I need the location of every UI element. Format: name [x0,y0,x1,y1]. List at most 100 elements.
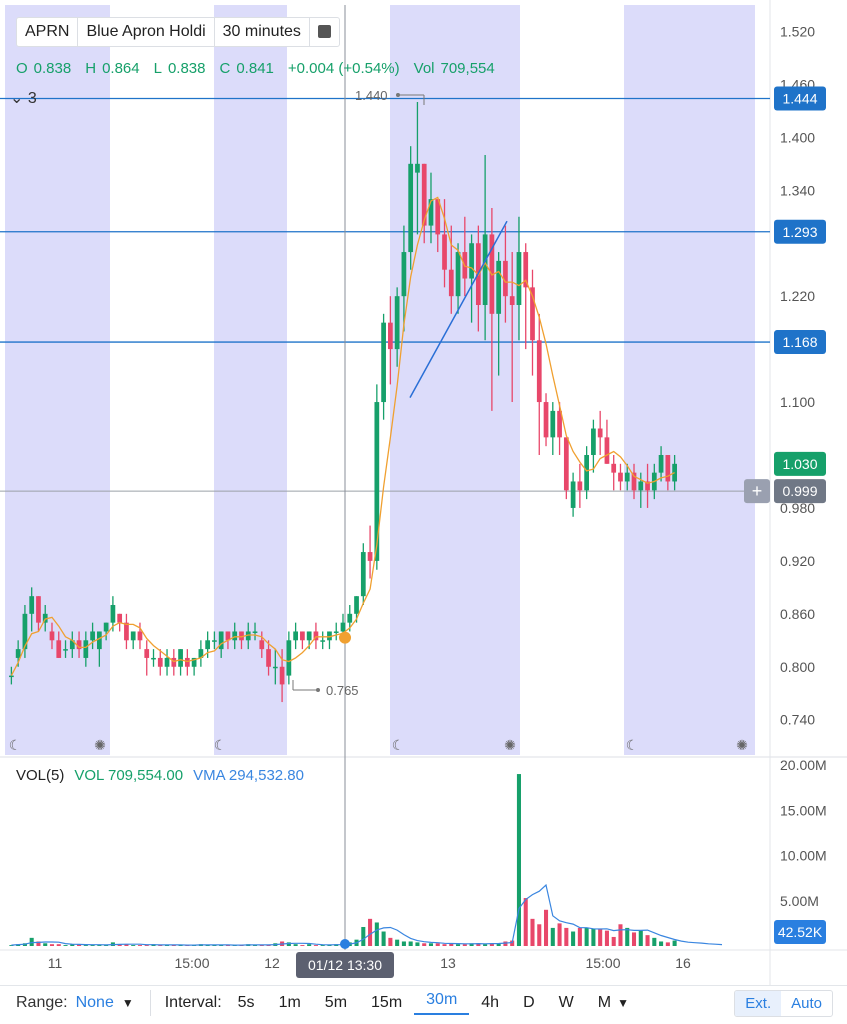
volume-indicator-label[interactable]: VOL(5) [16,767,65,784]
interval-option-5s[interactable]: 5s [237,994,255,1011]
price-chart[interactable]: ☾ ✺ ☾ ☾ ✺ ☾ ✺ 1.5201.4601.4001.3401.2201.1000.… [0,0,847,985]
menu-icon[interactable] [317,25,331,38]
candle-body [509,296,515,305]
price-tick-label: 1.340 [780,182,815,198]
candle-body [90,631,95,641]
interval-option-30m[interactable]: 30m [414,991,470,1015]
volume-bar [462,944,467,946]
bottom-toolbar: Range: None ▼ Interval: 5s 1m 5m 15m 30m 4h D W… [0,985,847,1020]
volume-bar [638,930,643,946]
volume-bar [469,943,474,946]
price-badge [774,219,826,244]
volume-bar [510,940,515,946]
candle-body [36,596,41,623]
volume-bar [137,945,142,946]
low-label: L [153,60,162,77]
candle-body [591,428,596,455]
high-annotation-dot [396,93,400,97]
volume-bar [571,931,576,946]
interval-list: 5s 1m 5m 15m 30m 4h D W M [226,991,623,1015]
open-value: 0.838 [33,60,72,77]
candle-body [618,472,623,482]
interval-option-W[interactable]: W [558,994,574,1011]
time-tick-label: 13 [440,955,456,971]
candle-body [293,631,298,641]
candle-body [205,640,211,650]
menu-button[interactable] [310,18,339,46]
volume-bar [645,935,650,946]
candle-body [83,640,89,658]
volume-bar [591,928,596,946]
candle-body [530,287,535,341]
volume-bar [286,942,291,946]
symbol-bar[interactable]: APRN Blue Apron Holdi 30 minutes [16,17,340,47]
volume-bar [577,927,582,946]
volume-bar [117,944,122,946]
price-tick-label: 1.100 [780,394,815,410]
candle-body [56,640,62,658]
candle-body [665,455,671,482]
interval-option-M[interactable]: M [597,994,612,1011]
caret-down-icon[interactable]: ▼ [617,996,629,1010]
low-value: 0.838 [167,60,206,77]
volume-bar [124,944,129,946]
volume-badge [774,920,826,944]
candle-body [137,631,143,641]
candle-body [421,163,427,226]
candle-body [96,631,102,650]
volume-bar [144,945,149,946]
volume-bar [313,945,318,946]
candle-body [124,622,129,641]
annotations: 1.440 0.765 [292,88,425,698]
volume-bar [388,937,393,946]
volume-bar [320,945,325,946]
volume-bar [212,945,217,946]
interval-option-15m[interactable]: 15m [371,994,403,1011]
sun-icon: ✺ [504,737,516,753]
time-tick-label: 11 [48,955,63,971]
price-axis: 1.5201.4601.4001.3401.2201.1000.9800.920… [744,23,827,944]
candle-body [394,296,400,350]
time-tick-label: 12 [264,955,280,971]
volume-bar [564,927,569,946]
interval-option-1m[interactable]: 1m [278,994,301,1011]
volume-bar [259,945,264,946]
candle-body [272,666,278,669]
candle-body [624,472,630,482]
volume-value: VOL 709,554.00 [74,767,184,784]
interval-option-5m[interactable]: 5m [324,994,348,1011]
candle-body [144,649,150,658]
candle-body [516,252,522,305]
caret-down-icon[interactable]: ▼ [121,996,134,1010]
interval-option-4h[interactable]: 4h [481,994,500,1011]
session-toggle[interactable]: Ext. Auto [734,990,833,1017]
volume-bar [537,924,542,946]
candle-body [631,472,637,491]
interval-option-D[interactable]: D [523,994,535,1011]
indicator-toggle[interactable]: ⌄ 3 [10,88,37,108]
candle-body [408,163,414,253]
interval-label[interactable]: 30 minutes [215,18,310,46]
candle-body [645,481,650,491]
chevron-down-icon[interactable]: ⌄ [10,90,24,107]
ext-button[interactable]: Ext. [735,991,782,1016]
time-tick-label: 15:00 [174,955,209,971]
candle-body [42,613,48,623]
candle-body [381,322,386,403]
symbol-code[interactable]: APRN [17,18,79,46]
symbol-name[interactable]: Blue Apron Holdi [78,18,215,46]
candle-body [212,640,217,642]
price-badge-label: 0.999 [782,483,817,499]
candle-body [604,437,610,464]
candle-body [252,631,258,633]
candle-body [9,675,14,678]
candle-body [49,631,55,641]
range-select[interactable]: None [75,994,114,1011]
volume-bar [97,945,102,946]
volume-badge-label: 42.52K [778,924,823,940]
candle-body [191,657,197,667]
volume-bar [557,923,562,946]
volume-bar [252,945,258,946]
volume-bar [9,945,14,946]
auto-button[interactable]: Auto [791,995,822,1012]
